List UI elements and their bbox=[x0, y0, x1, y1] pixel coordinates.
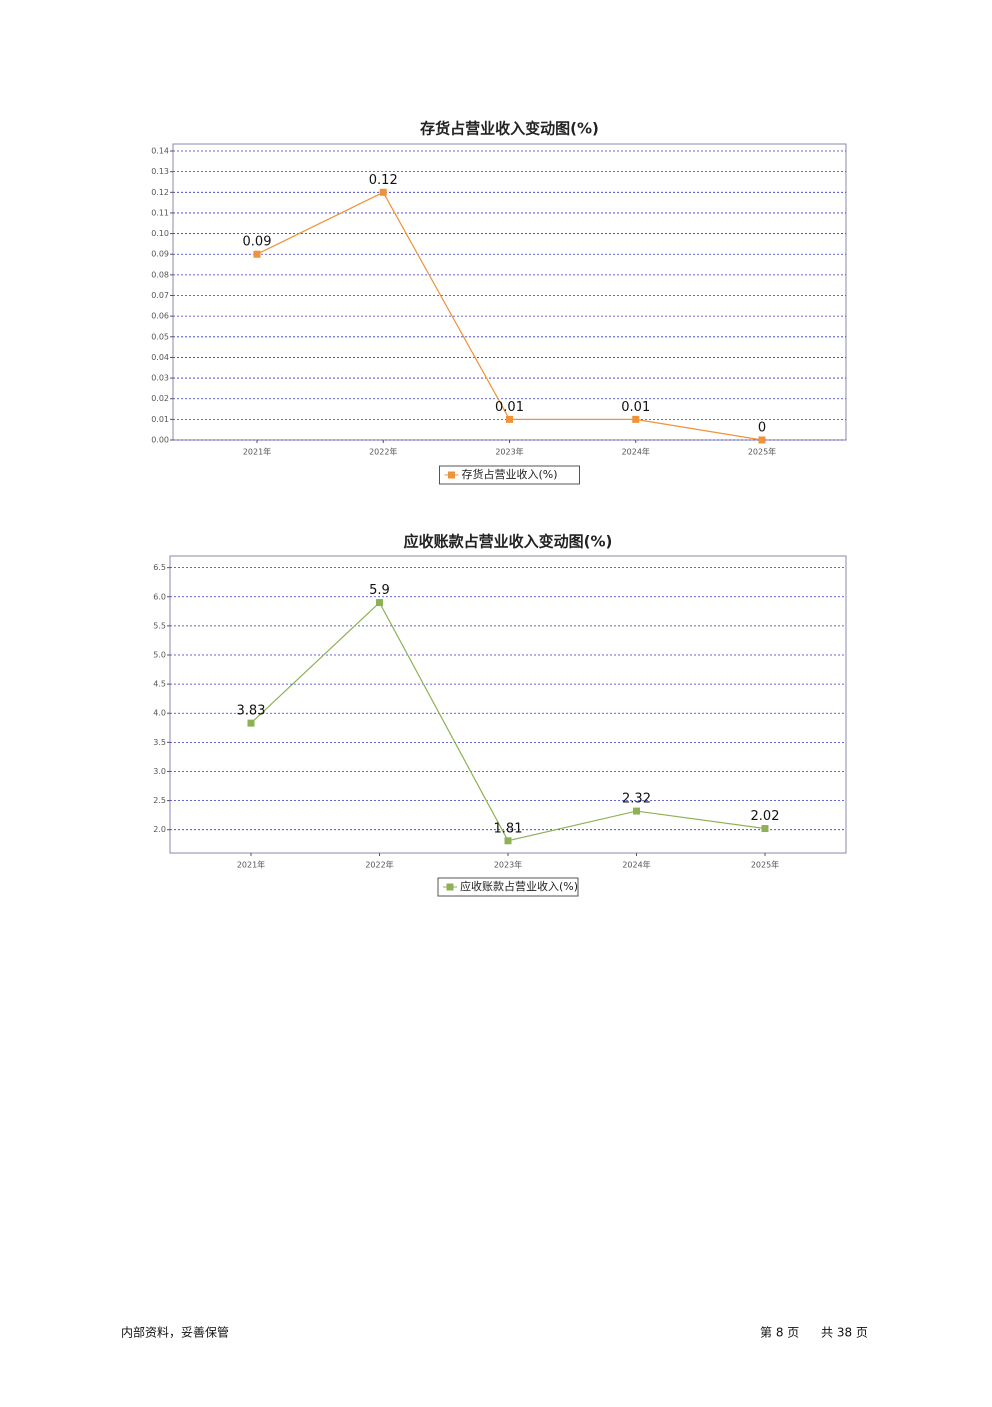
legend-label: 应收账款占营业收入(%) bbox=[460, 879, 578, 893]
x-tick-label: 2022年 bbox=[369, 447, 397, 457]
value-label: 2.32 bbox=[622, 792, 651, 807]
x-tick-label: 2021年 bbox=[237, 860, 265, 870]
point bbox=[632, 415, 640, 423]
y-tick-label: 2.0 bbox=[153, 825, 166, 834]
value-label: 0.09 bbox=[243, 235, 272, 250]
y-tick-label: 6.0 bbox=[153, 592, 166, 601]
point bbox=[758, 436, 766, 444]
footer-page: 第 8 页 bbox=[760, 1326, 799, 1340]
y-tick-label: 5.5 bbox=[153, 621, 166, 630]
y-tick-label: 2.5 bbox=[153, 796, 166, 805]
y-tick-label: 0.01 bbox=[151, 415, 169, 424]
legend-box bbox=[439, 465, 580, 485]
x-tick-label: 2022年 bbox=[365, 860, 393, 870]
y-tick-label: 3.0 bbox=[153, 767, 166, 776]
y-tick-label: 0.04 bbox=[151, 353, 169, 362]
legend-label: 存货占营业收入(%) bbox=[462, 467, 558, 481]
y-tick-label: 0.14 bbox=[151, 147, 169, 156]
y-tick-label: 6.5 bbox=[153, 563, 166, 572]
legend-box bbox=[437, 877, 579, 897]
point bbox=[504, 837, 512, 845]
x-tick-label: 2024年 bbox=[622, 860, 650, 870]
value-label: 0 bbox=[758, 421, 766, 436]
y-tick-label: 5.0 bbox=[153, 651, 166, 660]
x-tick-label: 2024年 bbox=[622, 447, 650, 457]
footer-total: 共 38 页 bbox=[821, 1326, 868, 1340]
point bbox=[253, 250, 261, 258]
y-tick-label: 0.11 bbox=[151, 208, 169, 217]
value-label: 0.01 bbox=[621, 400, 650, 415]
value-label: 3.83 bbox=[237, 704, 266, 719]
y-tick-label: 0.05 bbox=[151, 332, 169, 341]
y-tick-label: 0.07 bbox=[151, 291, 169, 300]
y-tick-label: 4.5 bbox=[153, 680, 166, 689]
footer-note: 内部资料，妥善保管 bbox=[121, 1325, 229, 1340]
x-tick-label: 2025年 bbox=[748, 447, 776, 457]
x-tick-label: 2025年 bbox=[751, 860, 779, 870]
y-tick-label: 0.00 bbox=[151, 436, 169, 445]
point bbox=[379, 188, 387, 196]
point bbox=[761, 825, 769, 833]
plot-area bbox=[172, 143, 847, 441]
legend-marker bbox=[448, 471, 455, 479]
chart-title: 应收账款占营业收入变动图(%) bbox=[404, 533, 613, 551]
y-tick-label: 0.08 bbox=[151, 270, 169, 279]
y-tick-label: 0.06 bbox=[151, 312, 169, 321]
y-tick-label: 0.03 bbox=[151, 374, 169, 383]
legend-marker bbox=[446, 883, 454, 891]
x-tick-label: 2023年 bbox=[495, 447, 523, 457]
y-tick-label: 0.02 bbox=[151, 394, 169, 403]
point bbox=[376, 599, 383, 607]
y-tick-label: 0.12 bbox=[151, 188, 169, 197]
point bbox=[506, 415, 513, 423]
point bbox=[247, 719, 255, 727]
y-tick-label: 0.09 bbox=[151, 250, 169, 259]
y-tick-label: 4.0 bbox=[153, 709, 166, 718]
x-tick-label: 2023年 bbox=[494, 860, 522, 870]
y-tick-label: 0.13 bbox=[151, 167, 169, 176]
point bbox=[633, 807, 640, 815]
value-label: 5.9 bbox=[369, 583, 390, 598]
value-label: 2.02 bbox=[751, 809, 780, 824]
x-tick-label: 2021年 bbox=[243, 447, 271, 457]
value-label: 1.81 bbox=[494, 821, 523, 836]
y-tick-label: 3.5 bbox=[153, 738, 166, 747]
value-label: 0.12 bbox=[369, 173, 398, 188]
y-tick-label: 0.10 bbox=[151, 229, 169, 238]
chart-title: 存货占营业收入变动图(%) bbox=[420, 120, 599, 138]
plot-area bbox=[169, 555, 847, 854]
value-label: 0.01 bbox=[495, 400, 524, 415]
